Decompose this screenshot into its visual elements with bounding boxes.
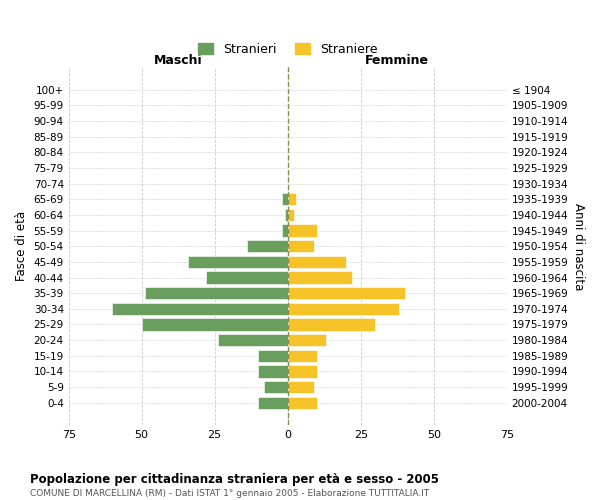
Bar xyxy=(112,302,287,315)
Bar xyxy=(287,381,314,393)
Bar xyxy=(287,334,326,346)
Bar xyxy=(287,209,293,221)
Y-axis label: Anni di nascita: Anni di nascita xyxy=(572,202,585,290)
Bar xyxy=(287,272,352,283)
Bar xyxy=(259,396,287,409)
Legend: Stranieri, Straniere: Stranieri, Straniere xyxy=(193,38,383,60)
Bar xyxy=(287,318,376,330)
Bar xyxy=(287,366,317,378)
Bar xyxy=(265,381,287,393)
Bar xyxy=(206,272,287,283)
Bar xyxy=(287,256,346,268)
Bar xyxy=(287,287,404,300)
Bar xyxy=(259,350,287,362)
Text: COMUNE DI MARCELLINA (RM) - Dati ISTAT 1° gennaio 2005 - Elaborazione TUTTITALIA: COMUNE DI MARCELLINA (RM) - Dati ISTAT 1… xyxy=(30,489,429,498)
Bar xyxy=(285,209,287,221)
Text: Femmine: Femmine xyxy=(365,54,429,68)
Bar xyxy=(259,366,287,378)
Bar xyxy=(287,193,296,205)
Bar xyxy=(287,350,317,362)
Text: Maschi: Maschi xyxy=(154,54,202,68)
Bar xyxy=(188,256,287,268)
Bar xyxy=(247,240,287,252)
Bar xyxy=(287,240,314,252)
Bar xyxy=(287,302,398,315)
Bar xyxy=(218,334,287,346)
Bar xyxy=(287,224,317,236)
Y-axis label: Fasce di età: Fasce di età xyxy=(15,211,28,282)
Text: Popolazione per cittadinanza straniera per età e sesso - 2005: Popolazione per cittadinanza straniera p… xyxy=(30,472,439,486)
Bar xyxy=(282,224,287,236)
Bar xyxy=(287,396,317,409)
Bar xyxy=(282,193,287,205)
Bar xyxy=(145,287,287,300)
Bar xyxy=(142,318,287,330)
